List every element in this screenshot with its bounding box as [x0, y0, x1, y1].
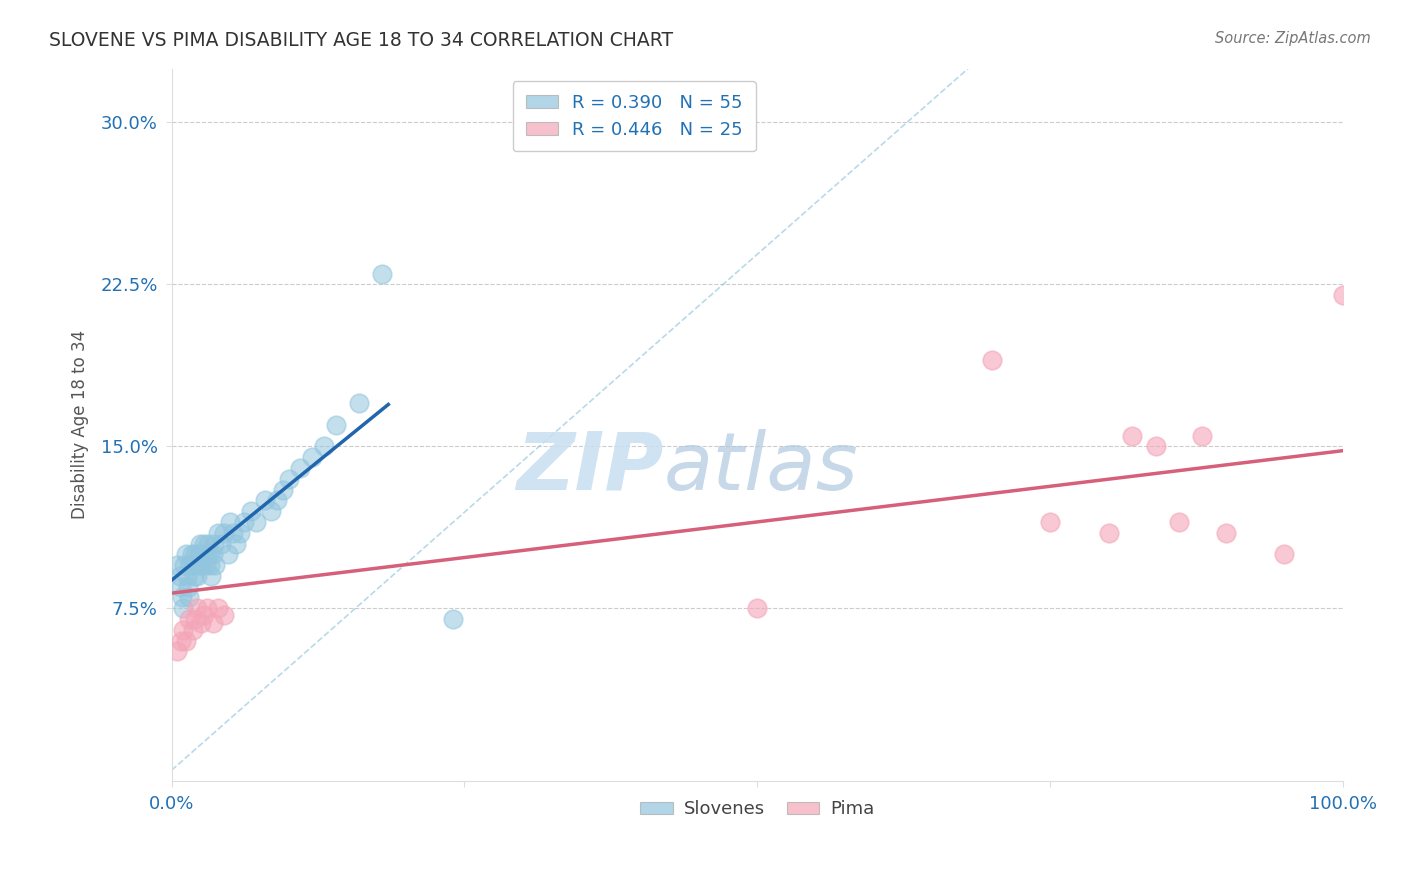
Point: [271, 483, 294, 497]
Point: [174, 633, 197, 648]
Point: [441, 612, 464, 626]
Point: [193, 536, 215, 550]
Point: [312, 439, 335, 453]
Point: [325, 417, 347, 432]
Point: [181, 623, 204, 637]
Point: [174, 547, 197, 561]
Point: [172, 591, 194, 605]
Point: [190, 616, 212, 631]
Point: [1215, 525, 1237, 540]
Point: [214, 607, 236, 622]
Point: [301, 450, 323, 464]
Point: [225, 536, 247, 550]
Point: [204, 558, 226, 573]
Point: [188, 536, 211, 550]
Point: [195, 601, 218, 615]
Point: [166, 558, 188, 573]
Text: SLOVENE VS PIMA DISABILITY AGE 18 TO 34 CORRELATION CHART: SLOVENE VS PIMA DISABILITY AGE 18 TO 34 …: [49, 31, 673, 50]
Point: [176, 569, 198, 583]
Point: [217, 547, 239, 561]
Point: [221, 525, 243, 540]
Point: [207, 601, 229, 615]
Point: [1098, 525, 1121, 540]
Point: [177, 580, 200, 594]
Point: [214, 525, 236, 540]
Point: [190, 558, 212, 573]
Point: [201, 547, 224, 561]
Legend: Slovenes, Pima: Slovenes, Pima: [633, 793, 882, 825]
Point: [1272, 547, 1295, 561]
Point: [1191, 428, 1213, 442]
Point: [170, 580, 193, 594]
Point: [194, 558, 217, 573]
Point: [219, 515, 242, 529]
Point: [184, 547, 207, 561]
Point: [186, 601, 208, 615]
Point: [169, 569, 191, 583]
Point: [186, 569, 208, 583]
Point: [254, 493, 277, 508]
Point: [181, 558, 204, 573]
Point: [200, 558, 222, 573]
Point: [245, 515, 267, 529]
Point: [183, 569, 205, 583]
Point: [240, 504, 263, 518]
Point: [172, 601, 194, 615]
Point: [179, 591, 201, 605]
Point: [209, 536, 232, 550]
Point: [202, 536, 225, 550]
Point: [197, 536, 219, 550]
Point: [191, 558, 214, 573]
Point: [184, 612, 207, 626]
Point: [266, 493, 288, 508]
Point: [198, 547, 221, 561]
Text: Source: ZipAtlas.com: Source: ZipAtlas.com: [1215, 31, 1371, 46]
Point: [1039, 515, 1062, 529]
Point: [193, 607, 215, 622]
Text: atlas: atlas: [664, 428, 858, 507]
Point: [186, 558, 208, 573]
Point: [260, 504, 283, 518]
Point: [187, 547, 209, 561]
Point: [172, 623, 194, 637]
Point: [1121, 428, 1143, 442]
Point: [747, 601, 769, 615]
Point: [195, 547, 218, 561]
Point: [179, 612, 201, 626]
Point: [228, 525, 250, 540]
Text: ZIP: ZIP: [516, 428, 664, 507]
Point: [1168, 515, 1191, 529]
Point: [193, 547, 215, 561]
Point: [166, 644, 188, 658]
Point: [200, 569, 222, 583]
Y-axis label: Disability Age 18 to 34: Disability Age 18 to 34: [72, 330, 89, 519]
Point: [980, 353, 1002, 368]
Point: [170, 633, 193, 648]
Point: [1331, 288, 1354, 302]
Point: [371, 267, 394, 281]
Point: [173, 558, 195, 573]
Point: [180, 547, 202, 561]
Point: [179, 558, 201, 573]
Point: [207, 525, 229, 540]
Point: [277, 472, 299, 486]
Point: [290, 461, 312, 475]
Point: [1144, 439, 1167, 453]
Point: [347, 396, 370, 410]
Point: [233, 515, 256, 529]
Point: [201, 616, 224, 631]
